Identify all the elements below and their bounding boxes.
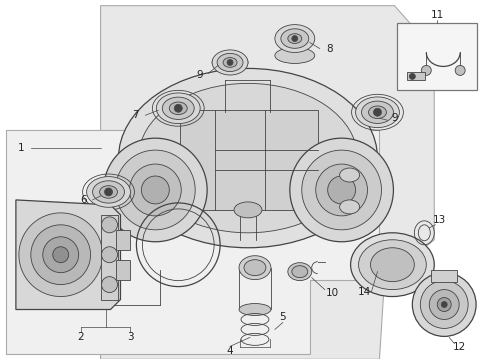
Bar (116, 260, 130, 280)
Ellipse shape (138, 84, 358, 233)
Text: 4: 4 (227, 346, 233, 356)
Circle shape (373, 108, 382, 116)
Ellipse shape (420, 280, 468, 328)
Ellipse shape (101, 217, 118, 233)
Ellipse shape (275, 24, 315, 53)
Ellipse shape (142, 176, 169, 204)
Ellipse shape (129, 164, 181, 216)
Text: 9: 9 (391, 113, 398, 123)
Ellipse shape (169, 102, 187, 114)
Ellipse shape (281, 29, 309, 48)
Ellipse shape (362, 101, 393, 123)
Ellipse shape (288, 263, 312, 280)
Text: 12: 12 (453, 342, 466, 352)
Ellipse shape (275, 48, 315, 63)
Ellipse shape (288, 34, 302, 44)
Ellipse shape (239, 256, 271, 280)
Ellipse shape (328, 176, 356, 204)
Ellipse shape (356, 97, 399, 127)
Ellipse shape (223, 58, 237, 67)
Polygon shape (6, 130, 379, 354)
Ellipse shape (429, 289, 459, 319)
Text: 3: 3 (127, 332, 134, 342)
Ellipse shape (234, 202, 262, 218)
Ellipse shape (116, 150, 195, 230)
Ellipse shape (119, 68, 377, 248)
Circle shape (53, 247, 69, 263)
Ellipse shape (162, 97, 194, 120)
Text: 13: 13 (433, 215, 446, 225)
Circle shape (227, 59, 233, 66)
Ellipse shape (340, 200, 360, 214)
Ellipse shape (413, 273, 476, 336)
Text: 8: 8 (326, 44, 333, 54)
Text: 5: 5 (279, 312, 286, 323)
Ellipse shape (370, 248, 415, 282)
Ellipse shape (290, 138, 393, 242)
Text: 10: 10 (326, 288, 339, 298)
Circle shape (31, 225, 91, 285)
Polygon shape (100, 6, 434, 359)
Polygon shape (16, 200, 121, 310)
Ellipse shape (359, 240, 426, 289)
Ellipse shape (455, 66, 465, 75)
Ellipse shape (239, 303, 271, 315)
Bar (180, 110, 318, 210)
Text: 6: 6 (80, 195, 87, 205)
Ellipse shape (350, 233, 434, 297)
Ellipse shape (244, 260, 266, 276)
Text: 11: 11 (431, 10, 444, 20)
Circle shape (104, 188, 113, 196)
Ellipse shape (101, 276, 118, 293)
Bar (431, 270, 457, 282)
Text: 1: 1 (18, 143, 24, 153)
Circle shape (43, 237, 78, 273)
Ellipse shape (101, 247, 118, 263)
Bar (116, 230, 130, 250)
Ellipse shape (212, 50, 248, 75)
Ellipse shape (217, 53, 243, 72)
Ellipse shape (103, 138, 207, 242)
Bar (100, 215, 119, 300)
Bar (397, 23, 477, 90)
Ellipse shape (437, 298, 451, 311)
Ellipse shape (156, 93, 200, 123)
Text: 14: 14 (358, 287, 371, 297)
Ellipse shape (87, 177, 130, 207)
Ellipse shape (421, 66, 431, 75)
Ellipse shape (316, 164, 368, 216)
Text: 2: 2 (77, 332, 84, 342)
Ellipse shape (99, 186, 118, 198)
Ellipse shape (292, 266, 308, 278)
Text: 9: 9 (197, 71, 203, 80)
Circle shape (19, 213, 102, 297)
Bar (407, 72, 425, 80)
Circle shape (174, 104, 182, 112)
Ellipse shape (368, 106, 387, 118)
Ellipse shape (340, 168, 360, 182)
Circle shape (441, 302, 447, 307)
Text: 7: 7 (132, 110, 139, 120)
Ellipse shape (302, 150, 382, 230)
Circle shape (292, 36, 298, 41)
Ellipse shape (93, 181, 124, 203)
Circle shape (409, 73, 416, 80)
